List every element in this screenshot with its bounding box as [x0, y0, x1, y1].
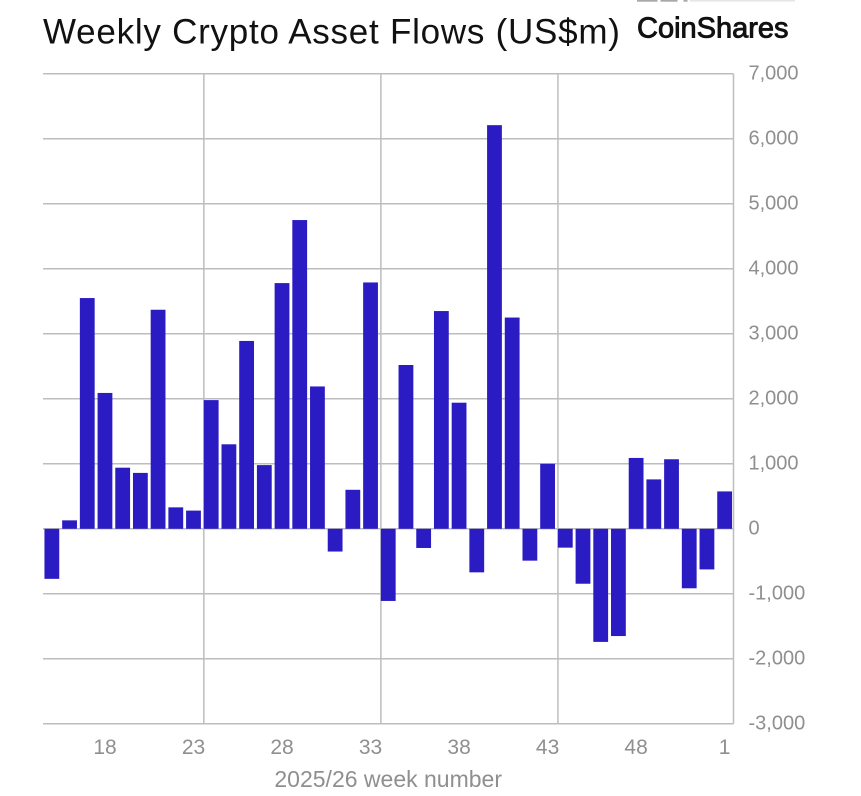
svg-text:33: 33: [359, 736, 382, 759]
svg-text:1: 1: [719, 736, 731, 759]
svg-text:3,000: 3,000: [749, 323, 799, 345]
svg-text:28: 28: [270, 736, 293, 759]
svg-text:1,000: 1,000: [749, 453, 799, 475]
svg-text:18: 18: [93, 736, 116, 759]
svg-text:Weekly Crypto Asset Flows (US$: Weekly Crypto Asset Flows (US$m): [43, 13, 621, 52]
svg-text:38: 38: [447, 736, 470, 759]
svg-text:43: 43: [536, 736, 559, 759]
svg-text:-1,000: -1,000: [749, 583, 806, 605]
svg-text:4,000: 4,000: [749, 258, 799, 280]
svg-text:-3,000: -3,000: [749, 713, 806, 735]
svg-text:6,000: 6,000: [749, 128, 799, 150]
svg-text:-2,000: -2,000: [749, 648, 806, 670]
svg-text:23: 23: [182, 736, 205, 759]
svg-text:7,000: 7,000: [749, 63, 799, 85]
svg-text:0: 0: [749, 518, 760, 540]
svg-text:CoinShares: CoinShares: [637, 12, 789, 44]
svg-text:2025/26 week number: 2025/26 week number: [274, 766, 502, 792]
svg-text:2,000: 2,000: [749, 388, 799, 410]
svg-text:48: 48: [624, 736, 647, 759]
svg-text:5,000: 5,000: [749, 193, 799, 215]
